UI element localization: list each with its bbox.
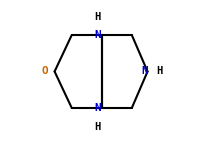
Text: N: N (141, 66, 147, 77)
Text: H: H (156, 66, 162, 77)
Text: N: N (94, 103, 100, 113)
Text: H: H (94, 122, 100, 132)
Text: N: N (94, 30, 100, 40)
Text: O: O (41, 66, 48, 77)
Text: H: H (94, 12, 100, 22)
